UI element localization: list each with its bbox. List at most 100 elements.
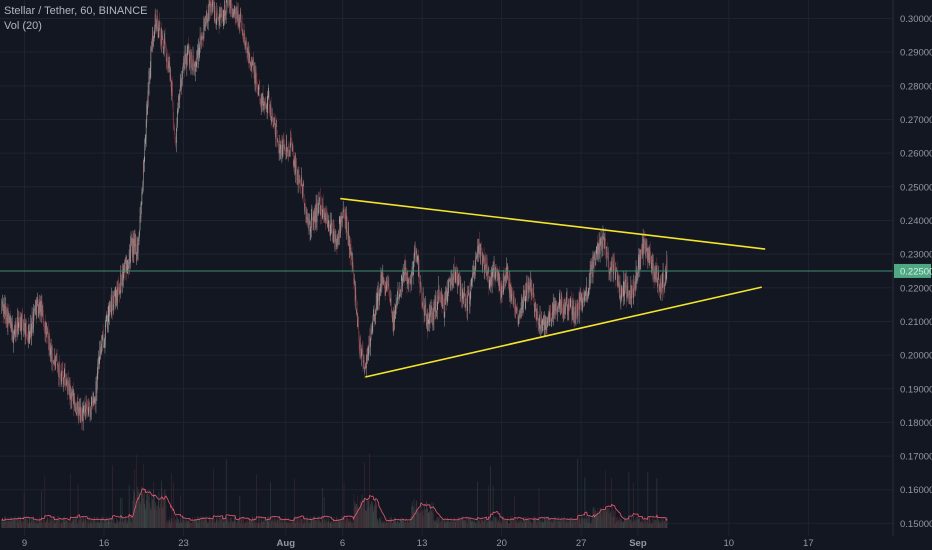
- candle-body: [596, 243, 598, 251]
- volume-bar: [513, 518, 515, 528]
- volume-bar: [649, 523, 651, 528]
- candle-body: [90, 404, 92, 415]
- candle-body: [659, 286, 661, 292]
- volume-bar: [344, 516, 346, 528]
- volume-bar: [37, 518, 38, 528]
- volume-bar: [349, 517, 351, 528]
- candle-body: [587, 291, 589, 294]
- candle-body: [378, 290, 379, 301]
- candle-body: [187, 52, 189, 55]
- volume-bar: [596, 513, 598, 528]
- candle-body: [368, 346, 369, 356]
- volume-bar: [148, 501, 149, 528]
- candle-body: [458, 281, 459, 285]
- volume-bar: [187, 522, 188, 528]
- volume-bar: [452, 520, 453, 528]
- time-axis[interactable]: 9 16 23 Aug 6 13 20 27 Sep 10 17: [0, 536, 932, 550]
- volume-bar: [36, 518, 38, 528]
- candle-body: [64, 372, 66, 383]
- candle-body: [238, 11, 239, 27]
- candle-body: [499, 283, 501, 293]
- candle-body: [309, 221, 310, 223]
- candle-body: [484, 268, 485, 270]
- volume-bar: [82, 516, 83, 528]
- candle-body: [240, 12, 242, 18]
- candle-body: [617, 275, 618, 286]
- candle-body: [70, 383, 71, 400]
- candle-body: [87, 408, 88, 411]
- candle-body: [184, 54, 186, 69]
- volume-bar: [275, 518, 277, 528]
- volume-bar: [305, 517, 307, 528]
- candle-body: [631, 286, 633, 299]
- candle-body: [390, 297, 392, 300]
- volume-bar: [640, 522, 642, 528]
- volume-bar: [135, 498, 136, 528]
- candle-body: [465, 298, 467, 299]
- volume-bar: [462, 516, 464, 528]
- candle-body: [446, 301, 448, 305]
- candle-body: [605, 238, 607, 258]
- volume-bar: [538, 487, 540, 528]
- candle-body: [353, 271, 354, 282]
- candle-body: [444, 316, 445, 318]
- volume-bar: [5, 516, 6, 528]
- candle-body: [406, 272, 407, 276]
- candle-body: [131, 241, 132, 243]
- candle-body: [344, 215, 346, 220]
- volume-bar: [270, 482, 271, 528]
- candle-body: [205, 22, 207, 25]
- candle-body: [21, 313, 23, 315]
- candle-body: [155, 14, 156, 26]
- volume-bar: [242, 523, 243, 528]
- volume-indicator-label[interactable]: Vol (20): [4, 20, 42, 32]
- volume-bar: [121, 498, 123, 528]
- volume-bar: [364, 498, 366, 528]
- price-axis[interactable]: 0.300000.290000.280000.270000.260000.250…: [892, 0, 932, 550]
- candle-body: [285, 148, 286, 152]
- volume-bar: [149, 493, 150, 528]
- candle-body: [109, 303, 111, 306]
- volume-bar: [295, 523, 296, 528]
- candle-body: [399, 294, 400, 298]
- candle-body: [450, 280, 451, 291]
- candle-body: [131, 237, 133, 243]
- candle-body: [487, 263, 488, 273]
- volume-bar: [271, 521, 272, 528]
- candle-body: [266, 105, 268, 110]
- volume-bar: [456, 517, 458, 528]
- volume-bar: [663, 522, 665, 528]
- candle-body: [197, 50, 198, 65]
- volume-bar: [374, 506, 375, 528]
- candle-body: [152, 40, 154, 42]
- volume-bar: [145, 510, 146, 528]
- candle-body: [243, 40, 244, 43]
- volume-bar: [65, 519, 66, 528]
- candle-body: [418, 256, 419, 277]
- candle-body: [400, 289, 401, 293]
- volume-bar: [537, 521, 539, 528]
- volume-bar: [568, 518, 569, 528]
- candle-body: [510, 284, 512, 301]
- candle-body: [120, 273, 121, 292]
- candle-body: [381, 270, 383, 286]
- volume-bar: [49, 518, 50, 528]
- candle-body: [651, 260, 653, 263]
- volume-bar: [156, 505, 158, 528]
- symbol-title[interactable]: Stellar / Tether, 60, BINANCE: [4, 5, 148, 17]
- volume-bar: [224, 518, 225, 528]
- volume-bar: [582, 516, 583, 528]
- candle-body: [63, 374, 64, 384]
- volume-bar: [555, 523, 556, 528]
- volume-bar: [191, 523, 192, 528]
- volume-bar: [556, 518, 558, 528]
- volume-bar: [88, 516, 90, 528]
- volume-bar: [144, 508, 146, 528]
- candle-body: [336, 238, 337, 248]
- volume-bar: [203, 517, 205, 528]
- volume-bar: [506, 521, 508, 528]
- candle-body: [428, 312, 430, 325]
- volume-bar: [175, 519, 176, 528]
- volume-bar: [153, 489, 154, 528]
